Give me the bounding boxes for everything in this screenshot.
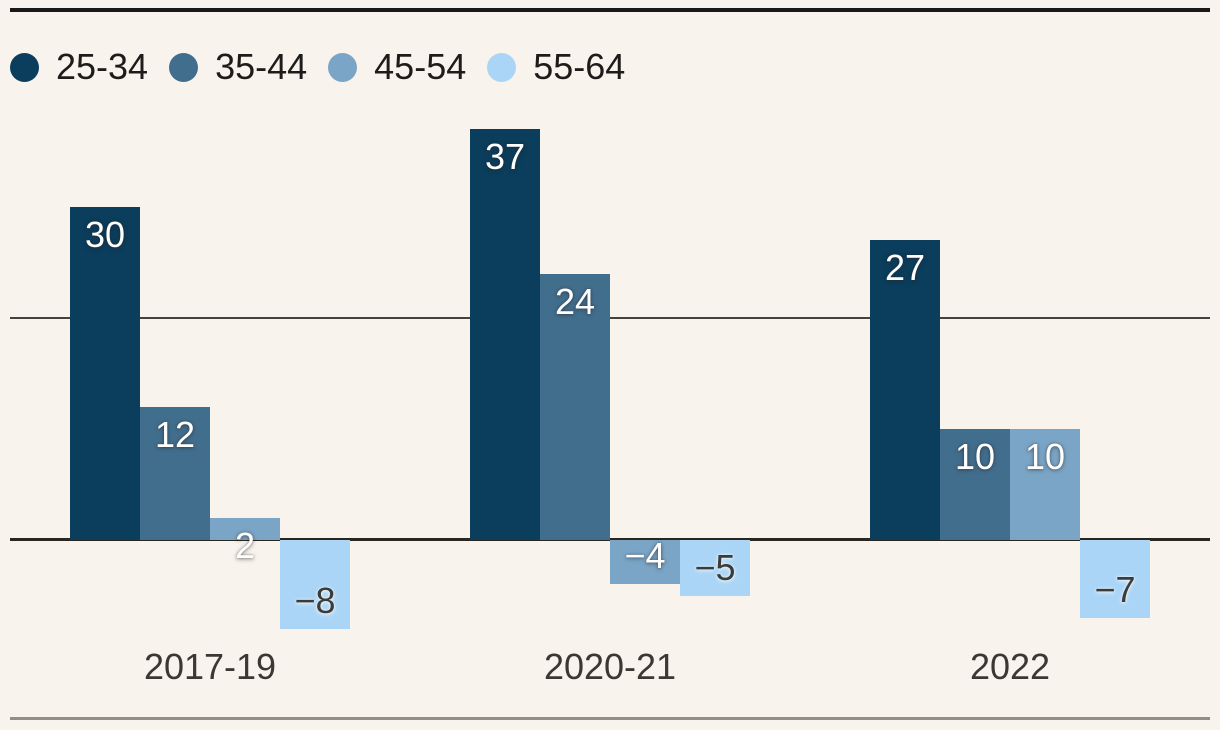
bar-2022-45-54 — [1010, 429, 1080, 540]
zero-baseline — [10, 538, 1210, 541]
bar-value-label: 37 — [484, 136, 526, 178]
legend-item-45-54: 45-54 — [328, 48, 466, 86]
bar-2017-19-25-34 — [70, 207, 140, 540]
bar-2022-35-44 — [940, 429, 1010, 540]
bar-2020-21-45-54 — [610, 540, 680, 585]
bar-2017-19-45-54 — [210, 517, 280, 540]
bar-value-label: −5 — [694, 546, 736, 588]
legend-label: 55-64 — [533, 46, 626, 87]
bar-value-label: 2 — [234, 524, 256, 566]
bar-2022-55-64 — [1080, 540, 1150, 618]
category-label-2022: 2022 — [969, 646, 1051, 687]
gridline-20 — [10, 317, 1210, 319]
bar-value-label: −7 — [1094, 568, 1136, 610]
legend-swatch-circle-icon — [10, 52, 39, 82]
bar-value-label: −8 — [294, 579, 336, 621]
legend-item-35-44: 35-44 — [169, 48, 307, 86]
bar-value-label: −4 — [624, 535, 666, 577]
category-label-2020-21: 2020-21 — [543, 646, 677, 687]
legend-label: 45-54 — [374, 46, 467, 87]
bar-value-label: 27 — [884, 247, 926, 289]
legend: 25-34 35-44 45-54 55-64 — [10, 48, 625, 86]
legend-label: 35-44 — [215, 46, 308, 87]
legend-swatch-circle-icon — [328, 52, 358, 82]
top-rule — [10, 8, 1210, 12]
bar-value-label: 10 — [954, 436, 996, 477]
bar-2017-19-35-44 — [140, 406, 210, 540]
bar-value-label: 24 — [554, 280, 596, 322]
bar-value-label: 10 — [1024, 436, 1066, 477]
bar-2017-19-55-64 — [280, 540, 350, 629]
legend-label: 25-34 — [56, 46, 149, 87]
bar-value-label: 30 — [84, 214, 126, 255]
bar-2020-21-35-44 — [540, 273, 610, 540]
legend-swatch-circle-icon — [487, 52, 517, 82]
bottom-rule — [10, 717, 1210, 720]
bar-value-label: 12 — [154, 413, 196, 455]
bar-2020-21-25-34 — [470, 129, 540, 540]
bar-2022-25-34 — [870, 240, 940, 540]
legend-item-25-34: 25-34 — [10, 48, 148, 86]
category-label-2017-19: 2017-19 — [143, 646, 277, 687]
legend-swatch-circle-icon — [169, 52, 199, 82]
bar-2020-21-55-64 — [680, 540, 750, 596]
legend-item-55-64: 55-64 — [487, 48, 625, 86]
